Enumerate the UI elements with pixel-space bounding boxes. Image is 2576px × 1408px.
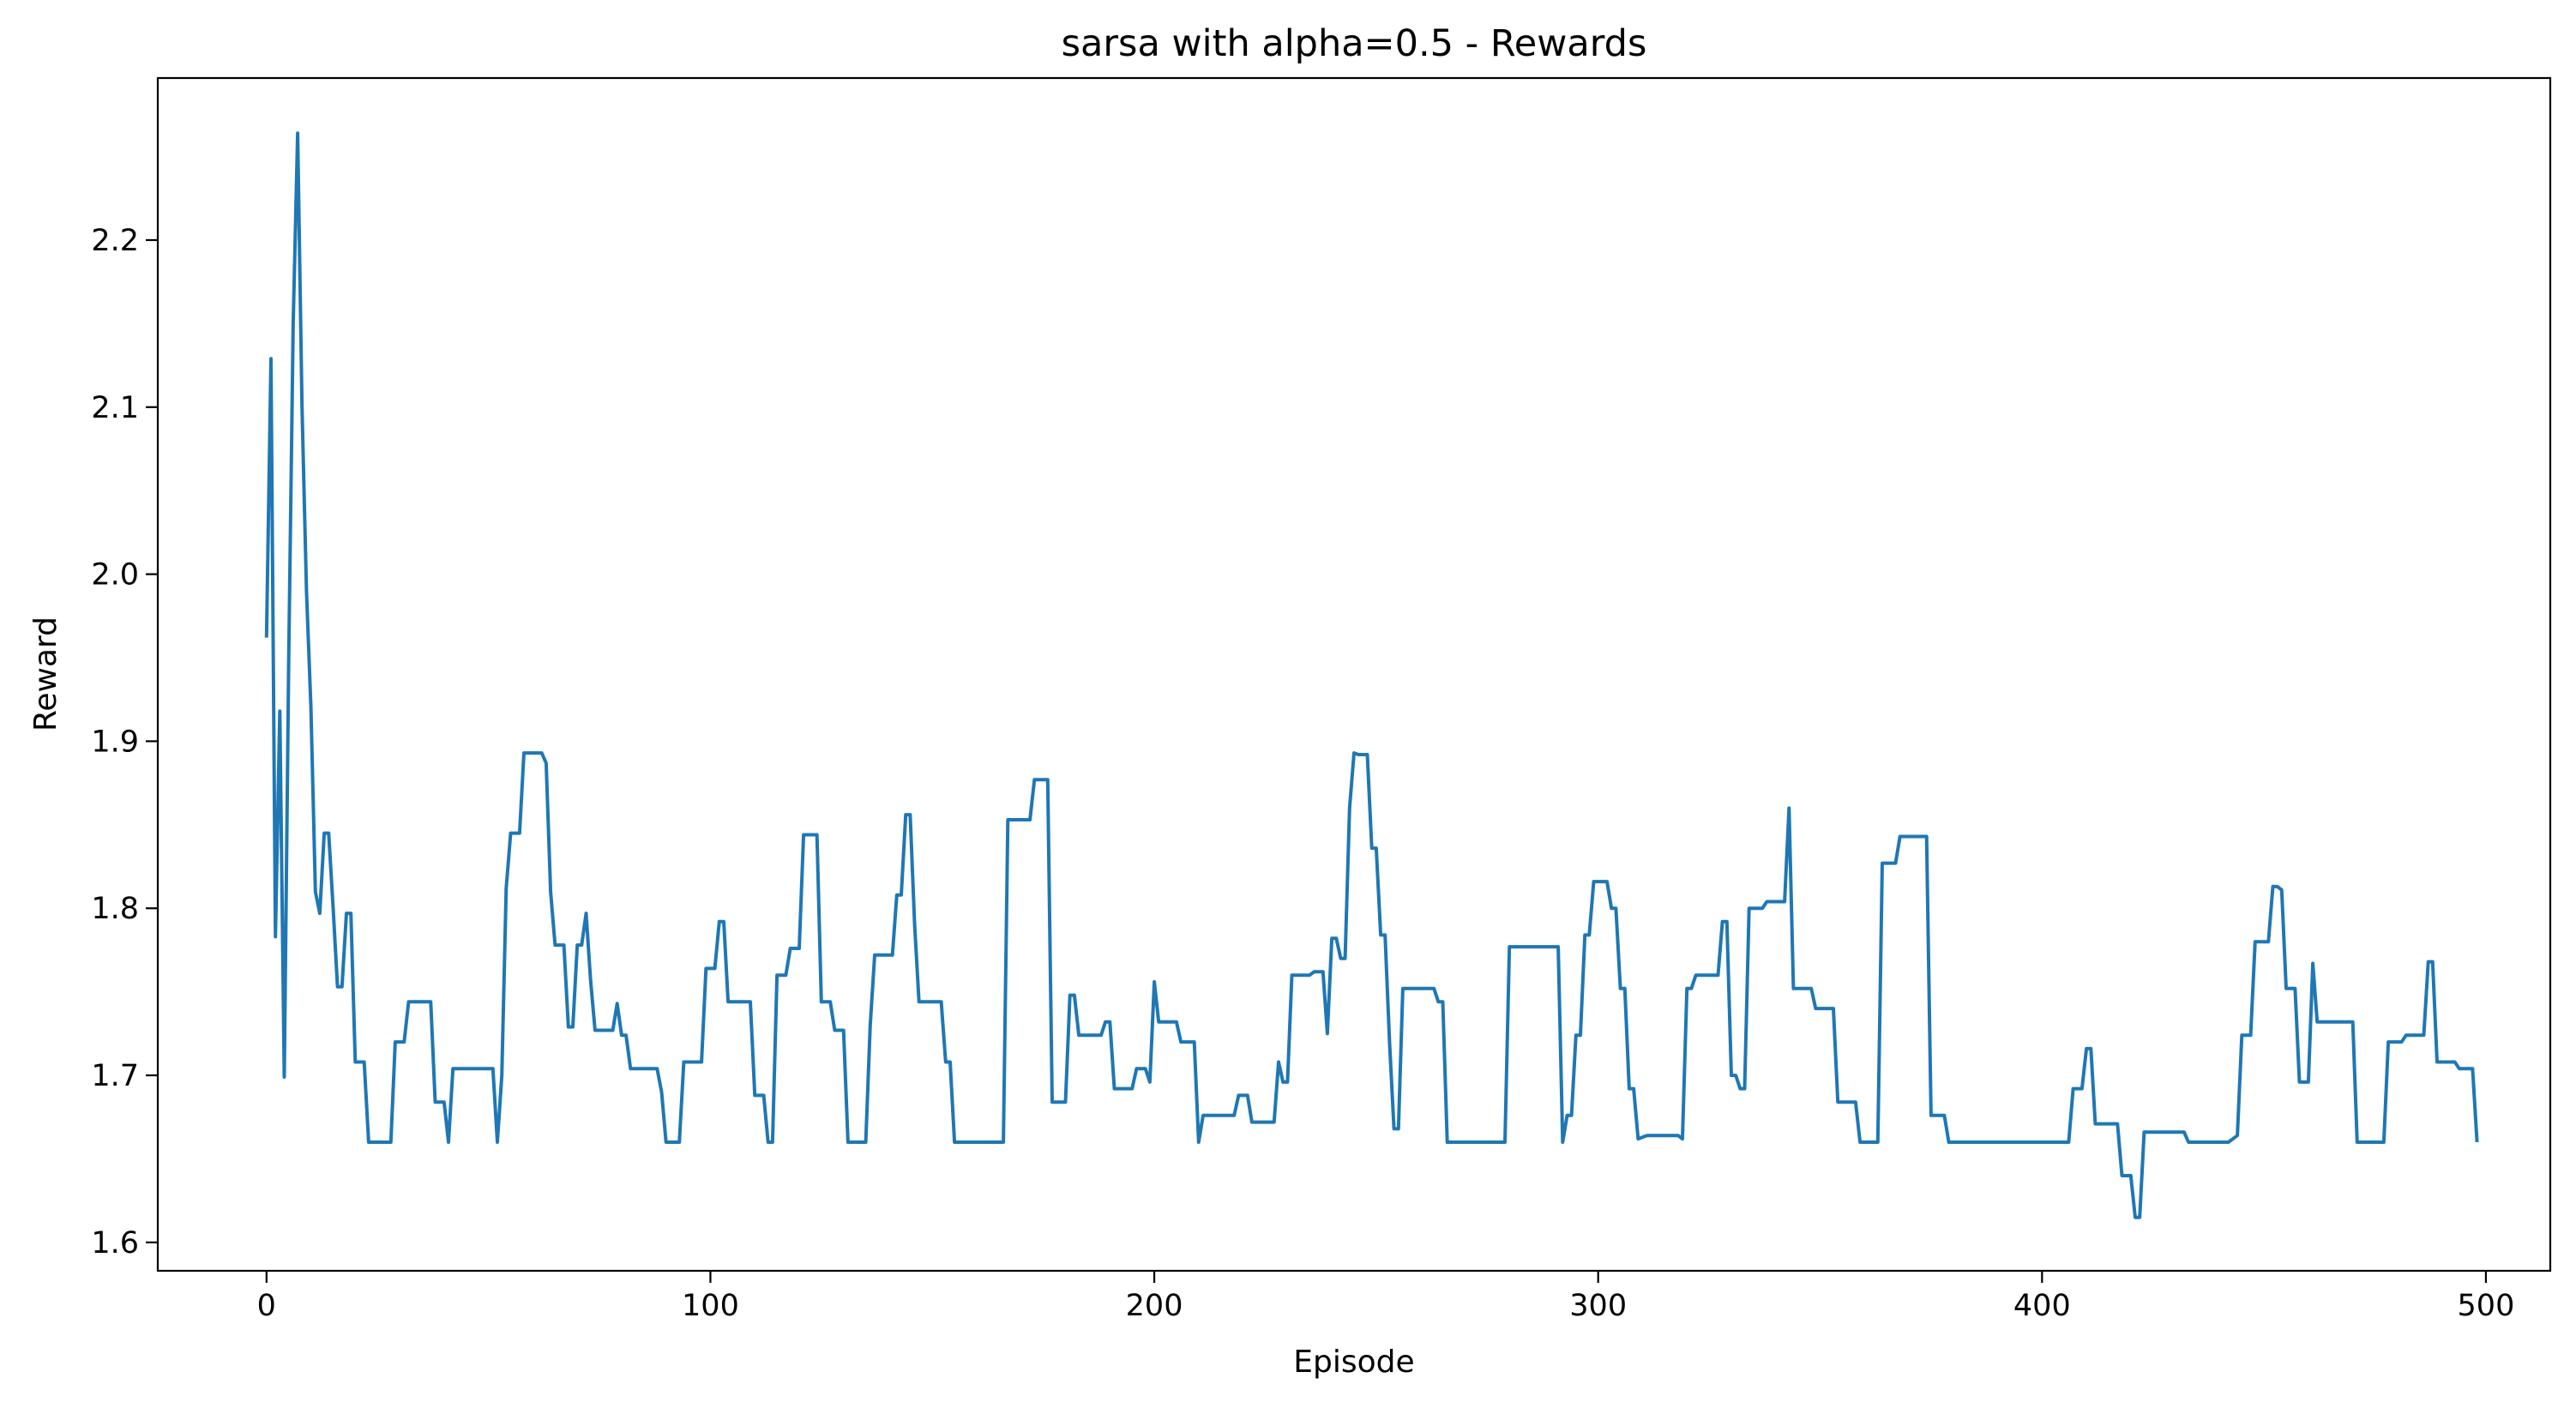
y-tick-label: 1.6 [91,1226,139,1261]
y-axis: 1.6 1.7 1.8 1.9 2.0 2.1 2.2 [91,224,158,1261]
x-tick-label: 200 [1126,1289,1183,1323]
y-tick-label: 2.2 [91,224,139,258]
y-axis-label: Reward [28,617,63,731]
x-axis: 0 100 200 300 400 500 [257,1271,2515,1323]
chart-title: sarsa with alpha=0.5 - Rewards [1062,22,1647,65]
x-axis-label: Episode [1293,1345,1414,1380]
x-tick-label: 100 [682,1289,739,1323]
series-line-0 [264,131,2479,1219]
y-tick-label: 2.0 [91,558,139,593]
x-tick-label: 500 [2458,1289,2515,1323]
y-tick-label: 1.9 [91,725,139,759]
y-tick-label: 1.8 [91,892,139,926]
y-tick-label: 1.7 [91,1059,139,1093]
x-tick-label: 0 [257,1289,276,1323]
y-tick-label: 2.1 [91,391,139,425]
x-tick-label: 400 [2013,1289,2071,1323]
x-tick-label: 300 [1569,1289,1627,1323]
plot-frame [156,76,2552,1273]
